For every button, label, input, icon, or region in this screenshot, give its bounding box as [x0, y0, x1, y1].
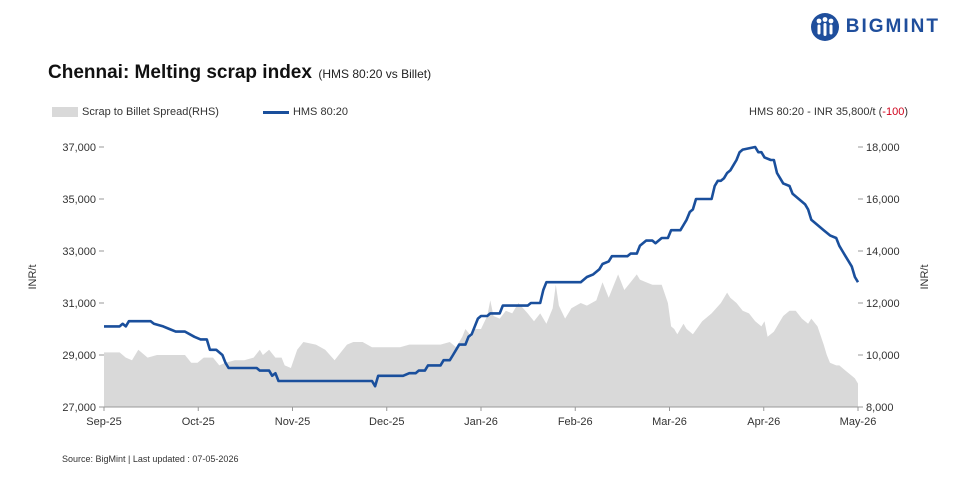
right-tick-label: 16,000 [866, 194, 900, 206]
price-annotation: HMS 80:20 - INR 35,800/t (-100) [749, 106, 908, 118]
chart-title-main: Chennai: Melting scrap index [48, 62, 312, 83]
legend-item-hms: HMS 80:20 [262, 106, 348, 118]
x-tick-label: Nov-25 [275, 416, 310, 428]
price-annotation-suffix: ) [904, 106, 908, 118]
series-line-hms [104, 145, 860, 388]
left-tick-label: 35,000 [62, 194, 96, 206]
right-tick-label: 12,000 [866, 298, 900, 310]
x-tick-label: Sep-25 [86, 416, 121, 428]
x-tick-label: Jan-26 [464, 416, 498, 428]
x-tick-label: Apr-26 [747, 416, 780, 428]
series-area-spread [104, 274, 858, 407]
legend-swatch-line [262, 110, 289, 114]
right-tick-label: 18,000 [866, 142, 900, 154]
x-tick-label: Oct-25 [182, 416, 215, 428]
bigmint-people-icon [810, 13, 839, 41]
chart-title: Chennai: Melting scrap index (HMS 80:20 … [48, 62, 431, 84]
right-tick-label: 10,000 [866, 350, 900, 362]
x-tick-label: Mar-26 [652, 416, 687, 428]
left-tick-label: 29,000 [62, 350, 96, 362]
x-tick-label: Dec-25 [369, 416, 404, 428]
x-tick-label: Feb-26 [558, 416, 593, 428]
left-tick-label: 31,000 [62, 298, 96, 310]
left-tick-label: 37,000 [62, 142, 96, 154]
source-note: Source: BigMint | Last updated : 07-05-2… [62, 454, 239, 464]
x-tick-label: May-26 [840, 416, 877, 428]
brand-logo: BIGMINT [810, 12, 940, 42]
legend-label-hms: HMS 80:20 [292, 106, 348, 118]
left-axis-label: INR/t [27, 264, 39, 289]
right-tick-label: 8,000 [866, 402, 894, 414]
legend: Scrap to Billet Spread(RHS) HMS 80:20 [52, 106, 392, 118]
brand-name: BIGMINT [845, 16, 940, 37]
left-tick-label: 27,000 [62, 402, 96, 414]
price-change: -100 [882, 106, 905, 118]
legend-item-spread: Scrap to Billet Spread(RHS) [52, 106, 219, 118]
left-tick-label: 33,000 [62, 246, 96, 258]
chart-title-sub: (HMS 80:20 vs Billet) [318, 67, 432, 81]
price-annotation-prefix: HMS 80:20 - INR 35,800/t ( [749, 106, 883, 118]
right-axis-label: INR/t [919, 264, 931, 289]
right-tick-label: 14,000 [866, 246, 900, 258]
legend-swatch-area [52, 107, 78, 117]
legend-label-spread: Scrap to Billet Spread(RHS) [82, 106, 219, 118]
